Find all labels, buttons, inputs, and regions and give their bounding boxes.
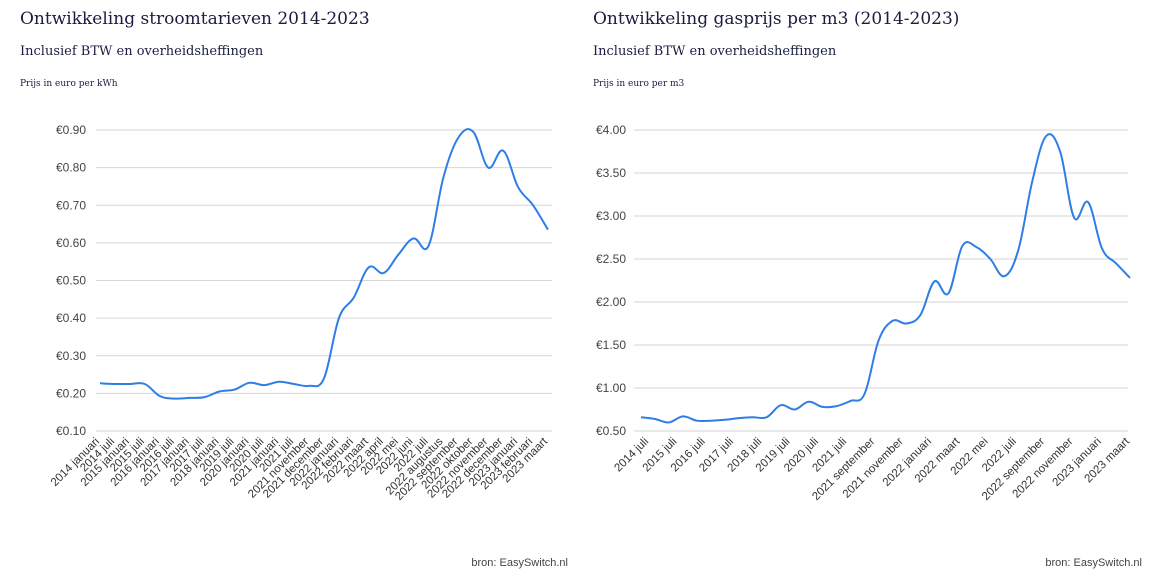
y-tick-label: €1.00 — [596, 381, 626, 395]
y-tick-label: €3.00 — [596, 209, 626, 223]
series-line — [640, 133, 1131, 424]
y-tick-label: €0.60 — [56, 236, 86, 250]
source-label: bron: EasySwitch.nl — [1045, 557, 1142, 569]
y-tick-label: €4.00 — [596, 123, 626, 137]
y-tick-label: €2.00 — [596, 295, 626, 309]
chart-subtitle: Inclusief BTW en overheidsheffingen — [593, 44, 837, 59]
y-axis-unit-label: Prijs in euro per kWh — [20, 79, 118, 89]
y-tick-label: €0.40 — [56, 311, 86, 325]
y-tick-label: €0.50 — [596, 424, 626, 438]
y-tick-label: €3.50 — [596, 166, 626, 180]
source-label: bron: EasySwitch.nl — [471, 557, 568, 569]
y-tick-label: €0.80 — [56, 161, 86, 175]
chart-subtitle: Inclusief BTW en overheidsheffingen — [20, 44, 264, 59]
y-tick-label: €0.30 — [56, 349, 86, 363]
gas-chart-panel: Ontwikkeling gasprijs per m3 (2014-2023)… — [584, 0, 1168, 579]
gas-line-chart: €0.50 €1.00 €1.50 €2.00 €2.50 €3.00 €3.50 €4.00… — [596, 123, 1133, 503]
y-tick-label: €0.20 — [56, 386, 86, 400]
y-tick-label: €1.50 — [596, 338, 626, 352]
y-tick-label: €0.10 — [56, 424, 86, 438]
y-tick-label: €0.90 — [56, 123, 86, 137]
series-line — [99, 128, 549, 400]
chart-title: Ontwikkeling gasprijs per m3 (2014-2023) — [593, 9, 960, 29]
y-axis-unit-label: Prijs in euro per m3 — [593, 79, 685, 89]
electricity-chart-panel: Ontwikkeling stroomtarieven 2014-2023 In… — [0, 0, 584, 579]
chart-title: Ontwikkeling stroomtarieven 2014-2023 — [20, 9, 370, 29]
y-tick-label: €2.50 — [596, 252, 626, 266]
y-tick-label: €0.70 — [56, 198, 86, 212]
electricity-line-chart: €0.10 €0.20 €0.30 €0.40 €0.50 €0.60 €0.70 €0.80… — [49, 123, 552, 503]
y-tick-label: €0.50 — [56, 274, 86, 288]
